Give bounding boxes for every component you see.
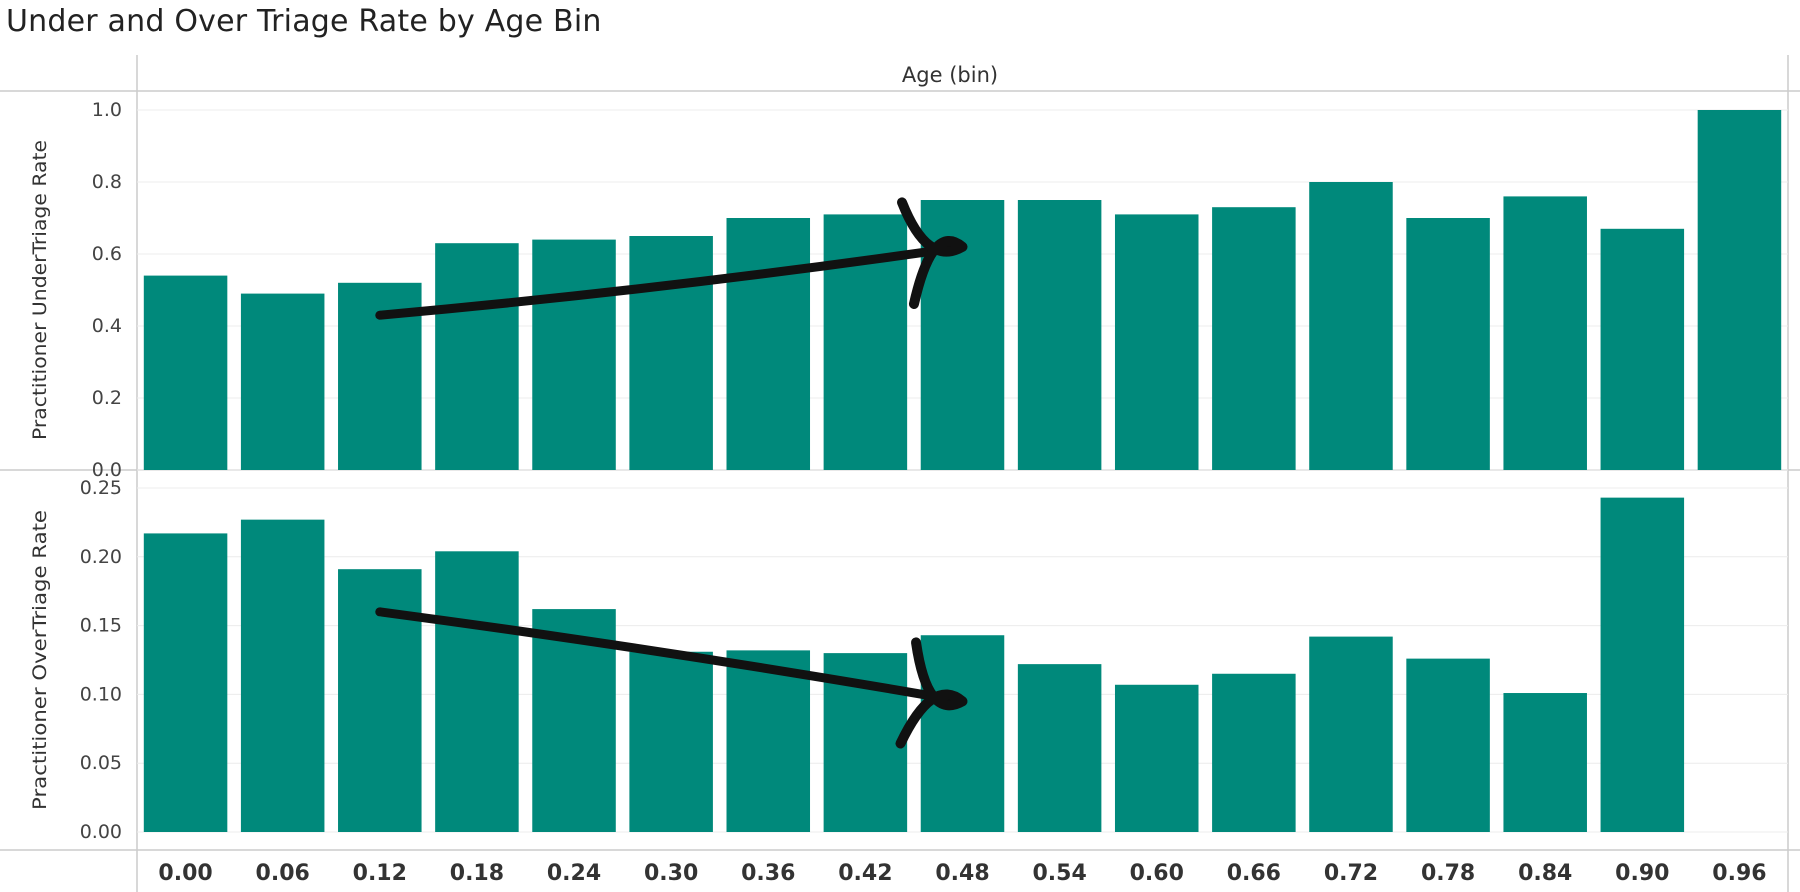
x-axis-ticks: 0.00 0.06 0.12 0.18 0.24 0.30 0.36 0.42 0.48 0.54… [158,861,1766,886]
x-tick-label: 0.96 [1712,861,1766,886]
y-axis-label: Practitioner OverTriage Rate [29,510,51,810]
y-tick-label: 0.4 [92,315,122,337]
bar [1212,207,1296,470]
trend-arrow-shaft [375,242,967,320]
trend-arrow-head [895,637,968,749]
bar [726,650,811,832]
bar [920,635,1005,832]
bar [435,243,519,470]
bar [1114,214,1199,470]
y-tick-label: 0.20 [80,546,122,568]
under-triage-panel: 0.0 0.2 0.4 0.6 0.8 1.0 Practitioner UnderTria… [29,99,1788,481]
x-tick-label: 0.90 [1615,861,1669,886]
trend-arrow-shaft [375,607,967,706]
x-tick-label: 0.12 [353,861,407,886]
bar [143,275,228,470]
y-tick-label: 0.0 [92,459,122,481]
x-tick-label: 0.42 [838,861,892,886]
bar [532,239,616,470]
y-axis-label: Practitioner UnderTriage Rate [29,140,51,440]
y-tick-label: 0.2 [92,387,122,409]
y-tick-label: 0.05 [80,752,122,774]
y-tick-label: 0.8 [92,171,122,193]
y-tick-label: 0.15 [80,615,122,637]
x-tick-label: 0.78 [1421,861,1475,886]
x-tick-label: 0.48 [935,861,989,886]
bar [1017,664,1102,832]
y-tick-label: 0.6 [92,243,122,265]
bar [1503,196,1587,470]
bar [1309,636,1393,832]
x-tick-label: 0.18 [450,861,504,886]
x-tick-label: 0.36 [741,861,795,886]
x-tick-label: 0.06 [256,861,310,886]
bar [629,236,713,470]
y-tick-label: 0.10 [80,683,122,705]
bar [435,551,519,832]
bar [1212,673,1296,832]
x-tick-label: 0.00 [158,861,212,886]
bar [240,293,325,470]
y-tick-label: 0.25 [80,477,122,499]
over-triage-panel: 0.00 0.05 0.10 0.15 0.20 0.25 Practitioner Ove… [29,477,1788,843]
chart-title: Under and Over Triage Rate by Age Bin [6,4,602,39]
bar [1017,200,1102,470]
bar [726,218,811,470]
bar [1406,218,1490,470]
x-tick-label: 0.60 [1130,861,1184,886]
bar [1503,693,1587,832]
x-axis-title: Age (bin) [902,63,998,87]
x-tick-label: 0.66 [1227,861,1281,886]
bar [1600,228,1685,470]
bar [1406,658,1490,832]
x-tick-label: 0.54 [1032,861,1086,886]
y-tick-label: 0.00 [80,821,122,843]
x-tick-label: 0.30 [644,861,698,886]
bar [629,651,713,832]
bar [1309,182,1393,470]
bar [1114,684,1199,832]
bar [1697,110,1782,470]
bar [1600,497,1685,832]
bar [240,519,325,832]
x-tick-label: 0.24 [547,861,601,886]
bar [143,533,228,832]
x-tick-label: 0.84 [1518,861,1572,886]
y-tick-label: 1.0 [92,99,122,121]
trend-arrow-head [897,197,968,309]
x-tick-label: 0.72 [1324,861,1378,886]
bar [920,200,1005,470]
